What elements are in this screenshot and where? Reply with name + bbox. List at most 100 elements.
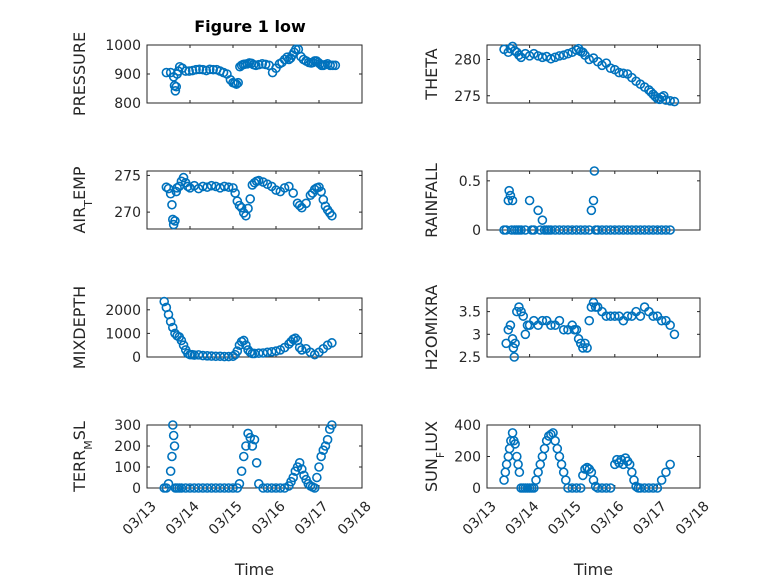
air-temp-ytick-label: 275 [114,168,141,184]
theta-data-point [550,52,560,63]
terr-msl-data-point [241,441,251,451]
figure-title: Figure 1 low [194,17,306,36]
rainfall-data-point [665,225,675,235]
mixdepth-ytick-label: 1000 [105,326,141,342]
theta-data-point [558,50,569,60]
pressure-data-point [194,64,205,75]
rainfall-data-point [507,195,518,206]
pressure-data-point [233,77,243,88]
theta-data-point [554,51,565,61]
sun-flux-data-point [656,475,667,485]
pressure-data-point [161,67,172,78]
mixdepth-data-point [232,346,243,356]
mixdepth-data-point [327,338,337,348]
air-temp-data-point [234,200,245,211]
terr-msl-ylabel: TERRMSL [70,421,95,493]
sun-flux-xtick-label: 03/13 [460,498,500,538]
air-temp-data-point [168,214,178,225]
h2omixra-ytick-label: 3 [472,327,481,343]
air-temp-data-point [284,181,294,192]
terr-msl-data-point [296,464,307,474]
pressure-data-point [171,81,182,92]
rainfall-data-point [537,215,548,225]
air-temp-data-point [301,198,311,209]
h2omixra-data-point [554,315,565,326]
h2omixra-data-point [586,302,597,312]
pressure-data-point [170,86,181,96]
sun-flux-data-point [648,483,658,493]
theta-data-point [571,45,582,55]
air-temp-data-point [167,199,177,210]
h2omixra-data-point [505,320,516,331]
h2omixra-data-point [571,324,582,335]
mixdepth-data-point [168,322,178,333]
h2omixra-data-point [512,306,522,317]
rainfall-data-point [524,195,535,206]
air-temp-data-point [288,188,299,198]
mixdepth-ytick-label: 0 [132,350,141,366]
pressure-data-point [169,80,180,91]
terr-msl-data-point [163,478,174,489]
h2omixra-data-point [503,324,514,335]
terr-msl-ytick-label: 100 [114,460,141,476]
mixdepth-data-point [165,316,176,327]
terr-msl-xtick-label: 03/14 [163,498,203,538]
rainfall-data-point [529,225,539,235]
terr-msl-data-point [320,441,331,451]
h2omixra-data-point [510,338,520,349]
sun-flux-ytick-label: 400 [454,418,481,434]
rainfall-data-point [589,166,600,176]
h2omixra-data-point [669,329,680,340]
air-temp-data-point [172,183,182,193]
pressure-data-point [231,79,242,89]
pressure-data-point [330,60,341,71]
terr-msl-data-point [309,483,320,493]
sun-flux-xlabel: Time [573,560,613,579]
mixdepth-data-point [241,340,251,351]
h2omixra-data-point [575,338,586,349]
sun-flux-data-point [510,439,520,449]
air-temp-data-point [206,180,217,191]
terr-msl-data-point [234,478,245,489]
sun-flux-data-point [605,483,616,493]
terr-msl-data-point [247,441,258,451]
mixdepth-data-point [294,342,305,353]
sun-flux-data-point [652,483,663,493]
h2omixra-data-point [635,311,646,321]
sun-flux-data-point [629,475,639,485]
terr-msl-data-point [168,430,179,441]
sun-flux-ytick-label: 200 [454,450,481,466]
sun-flux-data-point [514,467,525,478]
pressure-panel: 800 900 1000 PRESSURE [70,32,363,116]
mixdepth-ylabel: MIXDEPTH [70,286,89,369]
sun-flux-data-point [588,475,599,485]
air-temp-data-point [279,183,290,193]
h2omixra-panel: 2.5 3 3.5 H2OMIXRA [422,285,701,370]
theta-ytick-label: 275 [454,89,481,105]
mixdepth-data-point [178,340,189,351]
terr-msl-data-point [294,457,305,468]
terr-msl-data-point [249,434,260,445]
air-temp-data-point [171,186,182,197]
h2omixra-data-point [520,329,531,340]
h2omixra-data-point [584,315,595,326]
terr-msl-xtick-label: 03/15 [206,498,246,538]
h2omixra-data-point [665,320,675,331]
theta-data-point [563,48,573,59]
sun-flux-xtick-label: 03/15 [545,498,585,538]
mixdepth-panel: 0 1000 2000 MIXDEPTH [70,286,363,369]
terr-msl-xtick-label: 03/16 [249,498,289,538]
rainfall-data-point [503,195,514,206]
terr-msl-xtick-label: 03/17 [292,498,332,538]
h2omixra-data-point [546,320,556,331]
h2omixra-data-point [518,311,529,321]
terr-msl-xlabel: Time [234,560,274,579]
theta-data-point [514,50,524,60]
air-temp-data-point [236,202,247,213]
air-temp-data-point [271,185,281,195]
h2omixra-data-point [508,343,519,353]
rainfall-ytick-label: 0 [472,223,481,239]
pressure-axes-box [146,44,363,104]
h2omixra-data-point [648,311,658,321]
